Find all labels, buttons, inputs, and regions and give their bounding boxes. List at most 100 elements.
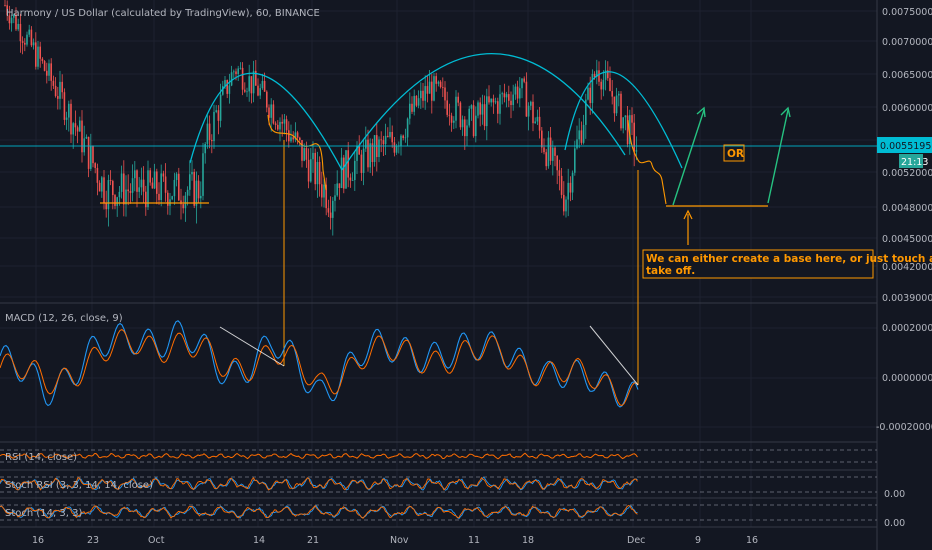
macd-pane[interactable] xyxy=(0,320,639,408)
candle-body xyxy=(193,171,195,206)
arc-1 xyxy=(189,72,343,171)
candle-body xyxy=(246,91,248,93)
candle-body xyxy=(96,167,99,183)
candle-body xyxy=(358,145,360,155)
candle-body xyxy=(266,91,268,108)
candle-body xyxy=(571,172,574,193)
candle-body xyxy=(466,125,468,137)
candle-body xyxy=(288,130,290,142)
or-label-box[interactable] xyxy=(723,144,745,162)
candle-body xyxy=(494,101,497,103)
candle-body xyxy=(338,183,341,188)
candle-body xyxy=(153,171,156,189)
candle-body xyxy=(52,80,55,86)
candle-body xyxy=(536,116,539,122)
candle-body xyxy=(325,184,327,209)
projection-path-1 xyxy=(267,114,327,191)
candle-body xyxy=(587,87,589,100)
candle-body xyxy=(167,192,169,206)
candle-body xyxy=(41,58,44,62)
candle-body xyxy=(259,88,261,96)
candle-body xyxy=(149,170,151,183)
candle-body xyxy=(461,119,464,128)
candle-body xyxy=(307,159,310,182)
candle-body xyxy=(314,152,316,185)
candle-body xyxy=(545,152,547,167)
candle-body xyxy=(413,95,415,112)
candle-body xyxy=(626,115,629,145)
stoch-rsi-label: Stoch RSI (3, 3, 14, 14, close) xyxy=(5,480,153,491)
candle-body xyxy=(189,174,191,190)
candle-body xyxy=(294,132,297,140)
candle-body xyxy=(618,93,620,96)
candle-body xyxy=(582,124,585,143)
candle-body xyxy=(549,137,552,161)
candle-body xyxy=(404,137,407,139)
candle-body xyxy=(393,142,396,153)
candle-body xyxy=(87,136,90,169)
candle-body xyxy=(281,121,283,124)
candle-body xyxy=(224,80,226,87)
time-tick: 16 xyxy=(746,535,758,546)
candle-body xyxy=(125,189,127,205)
candle-body xyxy=(180,200,182,205)
candle-body xyxy=(556,155,558,171)
arc-2 xyxy=(341,52,626,171)
candle-body xyxy=(299,137,301,141)
or-label: OR xyxy=(727,148,744,160)
candle-body xyxy=(83,138,85,153)
candle-body xyxy=(543,147,545,153)
candle-body xyxy=(178,173,180,201)
candle-body xyxy=(81,120,83,153)
candle-body xyxy=(235,71,237,75)
note-arrow-head xyxy=(683,209,693,220)
candle-body xyxy=(19,23,22,42)
candle-body xyxy=(574,148,576,173)
candle-body xyxy=(114,195,116,206)
candle-body xyxy=(602,79,605,90)
candle-body xyxy=(431,81,433,101)
candle-body xyxy=(585,99,587,125)
time-axis[interactable]: 16 23 Oct 14 21 Nov 11 18 Dec 9 16 xyxy=(32,535,758,546)
candle-body xyxy=(345,150,347,189)
candle-body xyxy=(604,70,607,80)
time-tick: 21 xyxy=(307,535,319,546)
candle-body xyxy=(123,173,125,205)
candle-body xyxy=(426,86,429,94)
candle-body xyxy=(182,204,184,209)
candle-body xyxy=(519,88,521,99)
rsi-label: RSI (14, close) xyxy=(5,452,77,463)
candle-body xyxy=(470,105,473,109)
candle-body xyxy=(222,86,224,95)
time-tick: 9 xyxy=(695,535,701,546)
candle-body xyxy=(554,147,556,156)
candle-body xyxy=(450,115,453,123)
candle-body xyxy=(490,98,492,103)
candle-body xyxy=(475,115,477,137)
candle-body xyxy=(173,179,176,197)
time-tick: 14 xyxy=(253,535,265,546)
candle-body xyxy=(371,143,374,163)
candles[interactable] xyxy=(4,0,638,236)
oscillator-panes[interactable] xyxy=(0,449,877,521)
projection-path-2 xyxy=(627,119,667,205)
candle-body xyxy=(285,119,288,131)
candle-body xyxy=(24,42,26,45)
candle-body xyxy=(191,171,193,175)
candle-body xyxy=(538,116,541,131)
candle-body xyxy=(32,42,35,46)
macd-tick: 0.00000000 xyxy=(882,373,932,384)
candle-body xyxy=(142,179,145,192)
candle-body xyxy=(479,102,481,115)
candle-body xyxy=(442,87,444,88)
note-box[interactable] xyxy=(642,249,874,279)
candle-body xyxy=(635,150,638,152)
candle-body xyxy=(277,124,279,130)
drawing-overlays[interactable] xyxy=(100,52,791,385)
macd-tick: -0.00020000 xyxy=(876,422,932,433)
candle-body xyxy=(402,135,404,138)
